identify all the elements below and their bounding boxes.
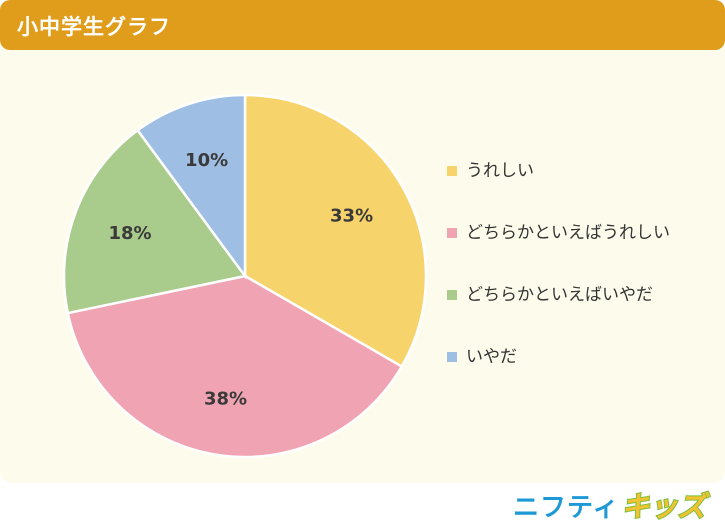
- legend-swatch: [447, 290, 457, 300]
- nifty-kids-logo[interactable]: ニフティキッズ: [513, 485, 706, 524]
- pie-slice-label: 38%: [204, 389, 247, 410]
- legend-label: うれしい: [466, 161, 534, 181]
- legend-swatch: [447, 352, 457, 362]
- pie-slice-label: 33%: [330, 205, 373, 226]
- pie-slice-ureshii: [243, 93, 428, 369]
- legend-label: どちらかといえばいやだ: [466, 285, 653, 305]
- legend: うれしい どちらかといえばうれしい どちらかといえばいやだ いやだ: [447, 156, 670, 404]
- logo-kids-text: キッズ: [620, 489, 706, 524]
- legend-item-iyada: いやだ: [447, 342, 670, 373]
- pie-slice-label: 10%: [185, 150, 228, 171]
- pie-slice-dochiraka-ureshii: [66, 274, 404, 459]
- legend-item-ureshii: うれしい: [447, 156, 670, 187]
- legend-label: どちらかといえばうれしい: [466, 223, 670, 243]
- pie-slice-iyada: [135, 93, 247, 280]
- pie-chart: 33% 38% 18% 10%: [62, 93, 428, 459]
- logo-nifty-text: ニフティ: [513, 492, 620, 523]
- legend-item-dochiraka-ureshii: どちらかといえばうれしい: [447, 218, 670, 249]
- chart-title: 小中学生グラフ: [17, 15, 171, 39]
- legend-label: いやだ: [466, 347, 517, 367]
- pie-slice-dochiraka-iyada: [62, 128, 248, 315]
- legend-swatch: [447, 228, 457, 238]
- legend-item-dochiraka-iyada: どちらかといえばいやだ: [447, 280, 670, 311]
- legend-swatch: [447, 166, 457, 176]
- pie-slice-label: 18%: [108, 223, 151, 244]
- chart-header: 小中学生グラフ: [0, 0, 725, 50]
